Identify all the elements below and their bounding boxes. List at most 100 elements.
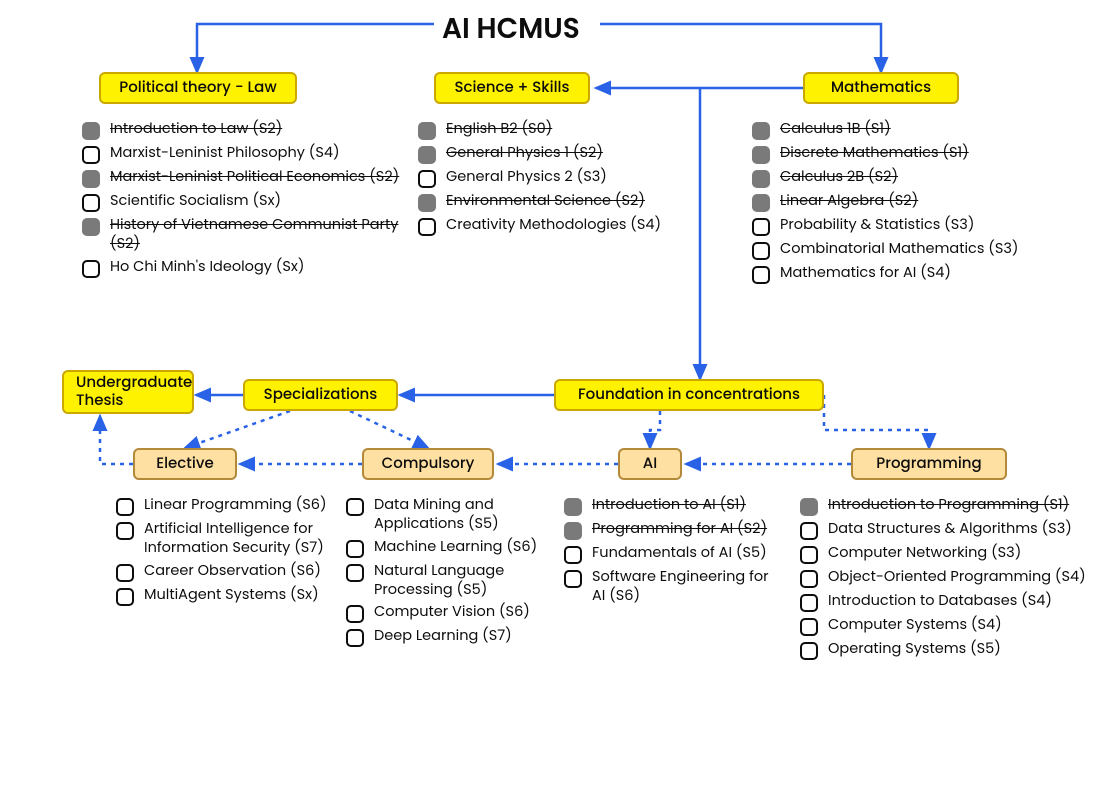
course-label: Operating Systems (S5)	[828, 640, 1001, 659]
course-label: MultiAgent Systems (Sx)	[144, 586, 319, 605]
course-item: Environmental Science (S2)	[418, 192, 661, 212]
checkbox-checked-icon[interactable]	[752, 122, 770, 140]
course-label: Scientific Socialism (Sx)	[110, 192, 281, 211]
course-label: Computer Systems (S4)	[828, 616, 1002, 635]
course-label: Discrete Mathematics (S1)	[780, 144, 969, 163]
course-item: Computer Networking (S3)	[800, 544, 1086, 564]
checkbox-unchecked-icon[interactable]	[800, 546, 818, 564]
course-list-elective: Linear Programming (S6) Artificial Intell…	[116, 496, 334, 606]
checkbox-unchecked-icon[interactable]	[346, 498, 364, 516]
course-label: Mathematics for AI (S4)	[780, 264, 951, 283]
node-compulsory: Compulsory	[362, 448, 494, 480]
checkbox-unchecked-icon[interactable]	[116, 588, 134, 606]
checkbox-unchecked-icon[interactable]	[346, 605, 364, 623]
course-item: Calculus 2B (S2)	[752, 168, 1019, 188]
course-label: General Physics 1 (S2)	[446, 144, 603, 163]
checkbox-unchecked-icon[interactable]	[564, 546, 582, 564]
course-label: Environmental Science (S2)	[446, 192, 645, 211]
course-item: Software Engineering for AI (S6)	[564, 568, 782, 606]
node-specializations: Specializations	[243, 379, 398, 411]
course-item: Linear Programming (S6)	[116, 496, 334, 516]
course-label: Machine Learning (S6)	[374, 538, 537, 557]
course-item: Machine Learning (S6)	[346, 538, 544, 558]
course-item: Introduction to Programming (S1)	[800, 496, 1086, 516]
course-item: Introduction to AI (S1)	[564, 496, 782, 516]
course-item: Natural Language Processing (S5)	[346, 562, 544, 600]
checkbox-checked-icon[interactable]	[418, 146, 436, 164]
course-label: Calculus 2B (S2)	[780, 168, 898, 187]
course-item: Deep Learning (S7)	[346, 627, 544, 647]
checkbox-unchecked-icon[interactable]	[346, 564, 364, 582]
checkbox-checked-icon[interactable]	[752, 194, 770, 212]
checkbox-checked-icon[interactable]	[800, 498, 818, 516]
checkbox-checked-icon[interactable]	[564, 522, 582, 540]
node-political: Political theory - Law	[99, 72, 297, 104]
node-ai: AI	[618, 448, 682, 480]
checkbox-unchecked-icon[interactable]	[800, 618, 818, 636]
course-item: Marxist-Leninist Philosophy (S4)	[82, 144, 410, 164]
checkbox-unchecked-icon[interactable]	[346, 540, 364, 558]
node-science: Science + Skills	[434, 72, 590, 104]
checkbox-checked-icon[interactable]	[82, 218, 100, 236]
checkbox-unchecked-icon[interactable]	[82, 194, 100, 212]
checkbox-checked-icon[interactable]	[564, 498, 582, 516]
checkbox-checked-icon[interactable]	[752, 146, 770, 164]
course-item: History of Vietnamese Communist Party (S…	[82, 216, 410, 254]
course-label: Linear Programming (S6)	[144, 496, 327, 515]
checkbox-unchecked-icon[interactable]	[116, 522, 134, 540]
course-item: Career Observation (S6)	[116, 562, 334, 582]
checkbox-unchecked-icon[interactable]	[418, 170, 436, 188]
course-item: Data Structures & Algorithms (S3)	[800, 520, 1086, 540]
course-label: Data Mining and Applications (S5)	[374, 496, 544, 534]
course-item: General Physics 2 (S3)	[418, 168, 661, 188]
course-label: Creativity Methodologies (S4)	[446, 216, 661, 235]
course-label: Marxist-Leninist Political Economics (S2…	[110, 168, 399, 187]
checkbox-checked-icon[interactable]	[418, 194, 436, 212]
course-item: Probability & Statistics (S3)	[752, 216, 1019, 236]
course-item: Artificial Intelligence for Information …	[116, 520, 334, 558]
course-item: Computer Systems (S4)	[800, 616, 1086, 636]
checkbox-unchecked-icon[interactable]	[82, 260, 100, 278]
checkbox-unchecked-icon[interactable]	[82, 146, 100, 164]
node-programming: Programming	[851, 448, 1007, 480]
checkbox-unchecked-icon[interactable]	[800, 642, 818, 660]
course-label: Probability & Statistics (S3)	[780, 216, 974, 235]
course-list-science: English B2 (S0) General Physics 1 (S2) Gen…	[418, 120, 661, 236]
course-label: Computer Networking (S3)	[828, 544, 1021, 563]
checkbox-unchecked-icon[interactable]	[116, 498, 134, 516]
course-item: Calculus 1B (S1)	[752, 120, 1019, 140]
checkbox-unchecked-icon[interactable]	[752, 218, 770, 236]
checkbox-unchecked-icon[interactable]	[564, 570, 582, 588]
course-item: Programming for AI (S2)	[564, 520, 782, 540]
course-item: MultiAgent Systems (Sx)	[116, 586, 334, 606]
course-list-political: Introduction to Law (S2)Marxist-Leninist…	[82, 120, 410, 278]
course-item: Creativity Methodologies (S4)	[418, 216, 661, 236]
checkbox-unchecked-icon[interactable]	[800, 522, 818, 540]
course-item: Mathematics for AI (S4)	[752, 264, 1019, 284]
course-label: Introduction to Databases (S4)	[828, 592, 1052, 611]
node-thesis: Undergraduate Thesis	[62, 370, 194, 414]
course-label: Ho Chi Minh's Ideology (Sx)	[110, 258, 304, 277]
course-label: History of Vietnamese Communist Party (S…	[110, 216, 410, 254]
checkbox-unchecked-icon[interactable]	[116, 564, 134, 582]
diagram-stage: { "title": "AI HCMUS", "colors": { "text…	[0, 0, 1116, 788]
course-label: Combinatorial Mathematics (S3)	[780, 240, 1019, 259]
checkbox-checked-icon[interactable]	[752, 170, 770, 188]
course-item: Discrete Mathematics (S1)	[752, 144, 1019, 164]
checkbox-unchecked-icon[interactable]	[418, 218, 436, 236]
course-item: General Physics 1 (S2)	[418, 144, 661, 164]
checkbox-checked-icon[interactable]	[82, 170, 100, 188]
checkbox-unchecked-icon[interactable]	[752, 266, 770, 284]
course-item: Ho Chi Minh's Ideology (Sx)	[82, 258, 410, 278]
course-list-ai: Introduction to AI (S1) Programming for A…	[564, 496, 782, 606]
course-label: English B2 (S0)	[446, 120, 552, 139]
checkbox-checked-icon[interactable]	[82, 122, 100, 140]
checkbox-checked-icon[interactable]	[418, 122, 436, 140]
course-item: Combinatorial Mathematics (S3)	[752, 240, 1019, 260]
checkbox-unchecked-icon[interactable]	[800, 594, 818, 612]
checkbox-unchecked-icon[interactable]	[346, 629, 364, 647]
course-label: Computer Vision (S6)	[374, 603, 530, 622]
checkbox-unchecked-icon[interactable]	[752, 242, 770, 260]
checkbox-unchecked-icon[interactable]	[800, 570, 818, 588]
course-item: English B2 (S0)	[418, 120, 661, 140]
